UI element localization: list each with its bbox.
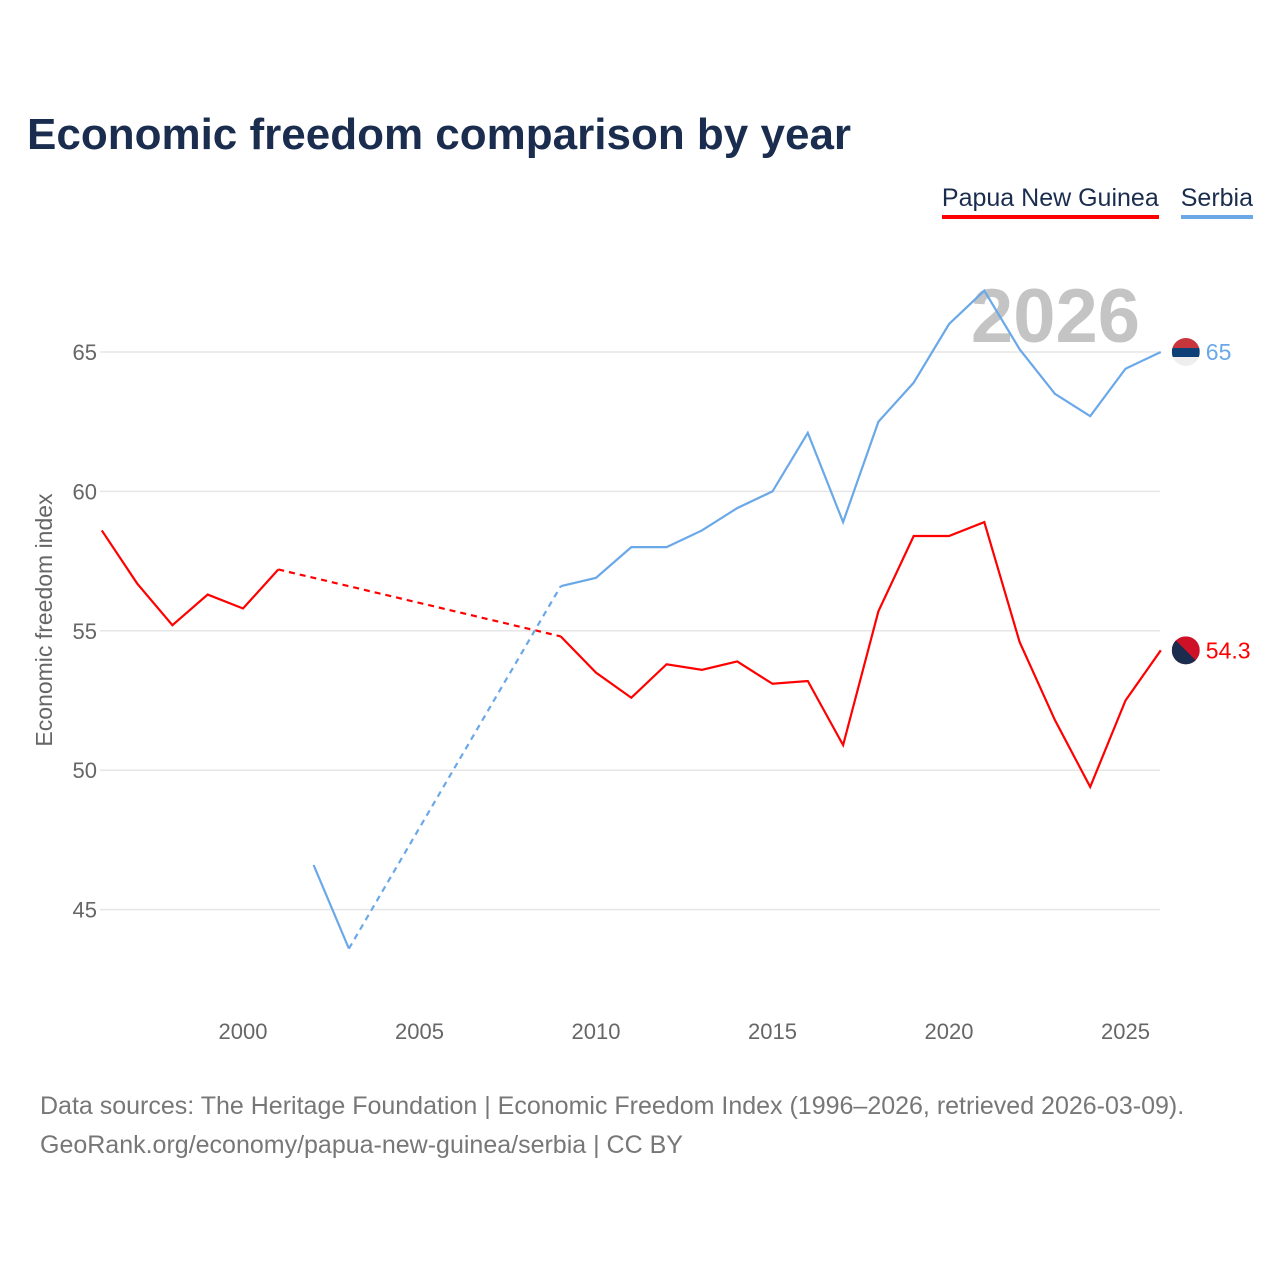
x-tick-label: 2000: [219, 1019, 268, 1044]
legend-item-serbia[interactable]: Serbia: [1180, 184, 1253, 219]
y-tick-label: 50: [73, 758, 97, 783]
attribution-link[interactable]: GeoRank.org/economy/papua-new-guinea/ser…: [40, 1131, 683, 1159]
y-tick-label: 45: [73, 898, 97, 923]
year-watermark: 2026: [971, 274, 1140, 359]
y-tick-label: 65: [73, 340, 97, 365]
y-tick-label: 60: [73, 479, 97, 504]
x-tick-label: 2005: [395, 1019, 444, 1044]
x-tick-label: 2010: [572, 1019, 621, 1044]
flag-blue: [1171, 348, 1200, 357]
series-gap-papua-new-guinea: [278, 568, 561, 638]
x-tick-label: 2025: [1101, 1019, 1150, 1044]
series-line-papua-new-guinea: [559, 520, 1162, 790]
legend: Papua New Guinea Serbia: [941, 184, 1253, 219]
footer: Data sources: The Heritage Foundation | …: [40, 1087, 1184, 1165]
flag-icon-papua-new-guinea: [1171, 636, 1200, 665]
series-gap-serbia: [347, 585, 562, 950]
series-line-serbia: [312, 864, 350, 950]
end-value-label-serbia: 65: [1206, 339, 1232, 365]
data-source-text: Data sources: The Heritage Foundation | …: [40, 1092, 1185, 1120]
flag-dark: [1171, 636, 1200, 665]
series-line-papua-new-guinea: [100, 529, 280, 627]
flag-red: [1171, 338, 1200, 348]
y-axis-label: Economic freedom index: [31, 493, 57, 747]
chart-title: Economic freedom comparison by year: [27, 110, 852, 159]
series-line-serbia: [560, 288, 1162, 588]
flag-white: [1171, 357, 1200, 366]
legend-item-papua-new-guinea[interactable]: Papua New Guinea: [941, 184, 1159, 219]
y-tick-label: 55: [73, 619, 97, 644]
x-tick-label: 2015: [748, 1019, 797, 1044]
end-value-label-papua-new-guinea: 54.3: [1206, 637, 1251, 663]
flag-icon-serbia: [1171, 338, 1200, 366]
x-tick-label: 2020: [925, 1019, 974, 1044]
